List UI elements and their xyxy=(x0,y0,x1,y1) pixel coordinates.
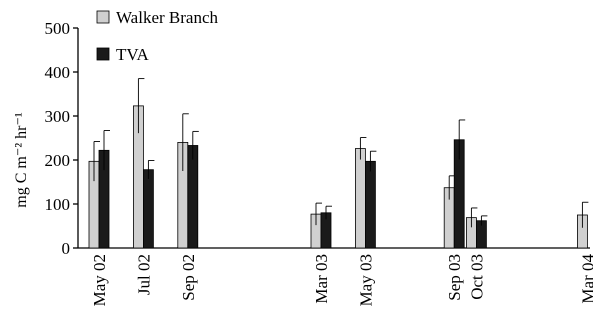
x-tick-label: Mar 03 xyxy=(312,254,331,304)
y-tick-label: 0 xyxy=(62,239,71,258)
bar xyxy=(364,160,376,249)
x-tick-label: Sep 03 xyxy=(445,254,464,301)
x-tick-label: May 03 xyxy=(356,254,375,306)
bar xyxy=(354,148,366,249)
y-axis-title: mg C m⁻² hr⁻¹ xyxy=(13,112,30,208)
y-tick-label: 500 xyxy=(45,19,71,38)
x-tick-label: May 02 xyxy=(90,254,109,306)
y-tick-label: 200 xyxy=(45,151,71,170)
bar xyxy=(187,145,199,249)
legend-label: TVA xyxy=(116,45,149,64)
y-tick-label: 300 xyxy=(45,107,71,126)
x-tick-label: Oct 03 xyxy=(467,254,486,300)
legend-swatch xyxy=(96,10,110,24)
bars xyxy=(88,78,589,249)
y-tick-label: 100 xyxy=(45,195,71,214)
legend-swatch xyxy=(96,47,110,61)
legend-label: Walker Branch xyxy=(116,8,219,27)
x-tick-label: Jul 02 xyxy=(134,254,153,295)
x-tick-label: Mar 04 xyxy=(578,254,593,304)
axes: 0 100 200 300 400 500 May 02 Jul 02 Sep 02 Mar 03… xyxy=(45,19,593,306)
x-tick-label: Sep 02 xyxy=(179,254,198,301)
bar xyxy=(142,169,154,249)
y-tick-label: 400 xyxy=(45,63,71,82)
legend: Walker Branch TVA xyxy=(96,8,219,64)
